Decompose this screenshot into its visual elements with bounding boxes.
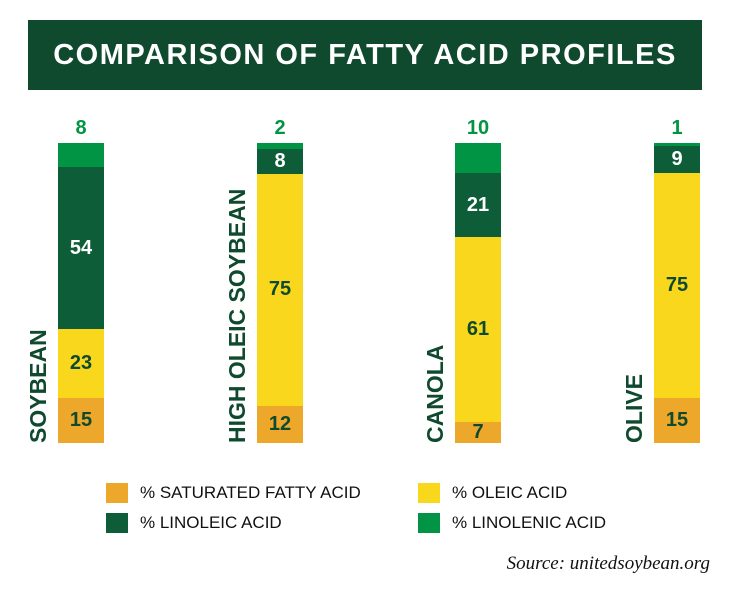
data-label: 61 — [466, 317, 490, 340]
category-label-text: SOYBEAN — [25, 329, 51, 443]
bar-segment: 8 — [257, 149, 303, 174]
bar-segment: 7 — [455, 420, 501, 443]
data-label: 75 — [665, 274, 689, 296]
legend-item: % OLEIC ACID — [418, 483, 567, 503]
data-label-linolenic: 10 — [466, 117, 490, 139]
legend-label: % SATURATED FATTY ACID — [140, 483, 361, 502]
data-label-linolenic: 2 — [274, 117, 286, 139]
data-label: 15 — [69, 409, 93, 431]
data-label: 9 — [671, 148, 683, 170]
bar-high-oleic-soybean: 12 75 8 — [257, 143, 303, 443]
bar-segment — [654, 143, 700, 146]
category-label-text: OLIVE — [621, 373, 647, 443]
legend-item: % LINOLEIC ACID — [106, 513, 282, 533]
bar-segment: 15 — [654, 398, 700, 443]
bar-segment: 75 — [654, 173, 700, 398]
legend-label: % OLEIC ACID — [452, 483, 568, 502]
bar-segment: 9 — [654, 146, 700, 173]
bar-segment: 12 — [257, 405, 303, 443]
legend-label: % LINOLEIC ACID — [140, 513, 282, 532]
bar-segment: 75 — [257, 173, 303, 406]
legend-swatch — [418, 513, 440, 533]
bar-soybean: 15 23 54 — [58, 143, 104, 443]
bar-segment: 21 — [455, 173, 501, 237]
title-bar: COMPARISON OF FATTY ACID PROFILES — [28, 20, 702, 90]
source-note: Source: unitedsoybean.org — [506, 553, 710, 574]
legend-swatch — [106, 483, 128, 503]
data-label-linolenic: 1 — [671, 117, 683, 139]
data-label: 75 — [268, 278, 292, 301]
bar-segment — [257, 143, 303, 150]
legend-item: % LINOLENIC ACID — [418, 513, 606, 533]
legend-swatch — [418, 483, 440, 503]
data-label: 8 — [274, 150, 286, 173]
legend-swatch — [106, 513, 128, 533]
data-label-linolenic: 8 — [75, 117, 87, 139]
data-label: 7 — [472, 420, 484, 443]
bar-segment: 61 — [455, 236, 501, 422]
legend-label: % LINOLENIC ACID — [452, 513, 606, 532]
data-label: 54 — [69, 236, 93, 259]
legend-item: % SATURATED FATTY ACID — [106, 483, 361, 503]
chart-title: COMPARISON OF FATTY ACID PROFILES — [53, 38, 677, 71]
bar-segment — [58, 143, 104, 167]
bar-segment: 54 — [58, 167, 104, 329]
data-label: 23 — [69, 352, 93, 374]
category-label-text: HIGH OLEIC SOYBEAN — [224, 188, 250, 443]
category-label-text: CANOLA — [422, 344, 448, 443]
bar-olive: 15 75 9 — [654, 143, 700, 443]
data-label: 21 — [466, 193, 490, 216]
bar-segment: 15 — [58, 398, 104, 443]
data-label: 12 — [268, 412, 292, 435]
bar-canola: 7 61 21 — [455, 143, 501, 443]
bar-segment — [455, 143, 501, 174]
data-label: 15 — [665, 409, 689, 431]
bar-segment: 23 — [58, 329, 104, 398]
